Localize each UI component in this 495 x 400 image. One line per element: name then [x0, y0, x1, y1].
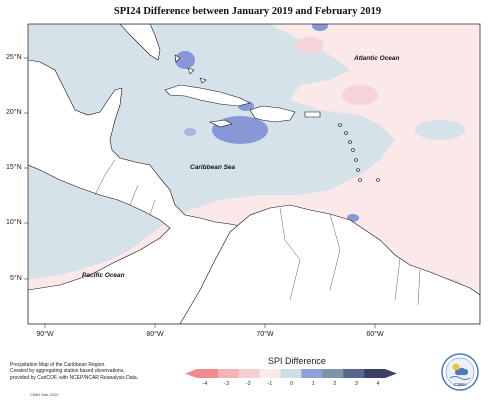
- legend-tick-label: 0: [289, 381, 294, 387]
- central-america-land: [28, 59, 241, 324]
- strong-positive-patch: [184, 128, 196, 136]
- positive-anomaly-region: [28, 24, 395, 280]
- land-outlines: [28, 24, 480, 324]
- legend-swatch: [280, 369, 302, 378]
- lon-label-60w: 60°W: [366, 331, 384, 338]
- info-line: provided by CariCOF, with NCEP/NCAR Rean…: [10, 374, 139, 381]
- legend-tick-label: 1: [311, 381, 315, 387]
- lon-label-70w: 70°W: [256, 331, 274, 338]
- lat-label-20n: 20°N: [6, 109, 22, 116]
- lat-label-15n: 15°N: [6, 164, 22, 171]
- info-line: Created by aggregating station based obs…: [10, 368, 125, 375]
- legend-swatch: [364, 369, 386, 378]
- map-frame: [27, 23, 481, 325]
- logo-text: CIMH: [454, 382, 466, 387]
- jamaica-land: [208, 119, 233, 128]
- axis-ticks: [24, 57, 376, 328]
- country-borders: [94, 159, 421, 306]
- cuba-land: [164, 84, 251, 107]
- caribbean-sea-label: Caribbean Sea: [190, 164, 236, 171]
- florida-land: [119, 24, 161, 61]
- legend-tick-label: -4: [202, 381, 208, 387]
- legend-tick-label: -2: [245, 381, 251, 387]
- legend-arrow-right: [385, 369, 397, 378]
- lat-label-5n: 5°N: [10, 275, 22, 282]
- lon-label-90w: 90°W: [36, 331, 54, 338]
- strong-positive-patch: [212, 116, 268, 144]
- atlantic-ocean-label: Atlantic Ocean: [354, 55, 400, 62]
- legend-tick-label: 4: [376, 381, 380, 387]
- legend-tick-label: 3: [354, 381, 358, 387]
- puerto-rico-land: [304, 111, 321, 118]
- legend-tick-label: 2: [333, 381, 337, 387]
- legend-swatch: [259, 369, 281, 378]
- strong-positive-patch: [175, 51, 195, 69]
- legend-swatch: [301, 369, 323, 378]
- lon-label-80w: 80°W: [146, 331, 164, 338]
- legend-colorbar: [185, 369, 397, 378]
- cimh-logo: CIMH: [441, 353, 479, 391]
- legend-swatch: [322, 369, 344, 378]
- map-title: SPI24 Difference between January 2019 an…: [113, 6, 382, 17]
- south-america-land: [179, 204, 480, 324]
- strong-positive-patch: [312, 24, 328, 31]
- negative-anomaly-patch: [296, 37, 324, 53]
- info-line: Precipitation Map of the Caribbean Regio…: [10, 362, 106, 368]
- legend-swatch: [238, 369, 260, 378]
- negative-anomaly-patch: [342, 85, 378, 105]
- legend-swatch: [343, 369, 365, 378]
- legend-swatch: [197, 369, 219, 378]
- pacific-ocean-label: Pacific Ocean: [82, 272, 125, 279]
- lat-label-10n: 10°N: [6, 219, 22, 226]
- positive-anomaly-patch: [415, 120, 465, 140]
- legend-swatch: [217, 369, 240, 378]
- legend-tick-label: -3: [224, 381, 230, 387]
- lat-label-25n: 25°N: [6, 54, 22, 61]
- lesser-antilles: [338, 123, 380, 182]
- credit-text: CIMH Mar-2019: [30, 392, 59, 397]
- hispaniola-land: [249, 105, 296, 123]
- legend-title: SPI Difference: [268, 356, 326, 366]
- map-info: Precipitation Map of the Caribbean Regio…: [10, 362, 170, 381]
- legend-tick-label: -1: [267, 381, 273, 387]
- legend-arrow-left: [185, 369, 197, 378]
